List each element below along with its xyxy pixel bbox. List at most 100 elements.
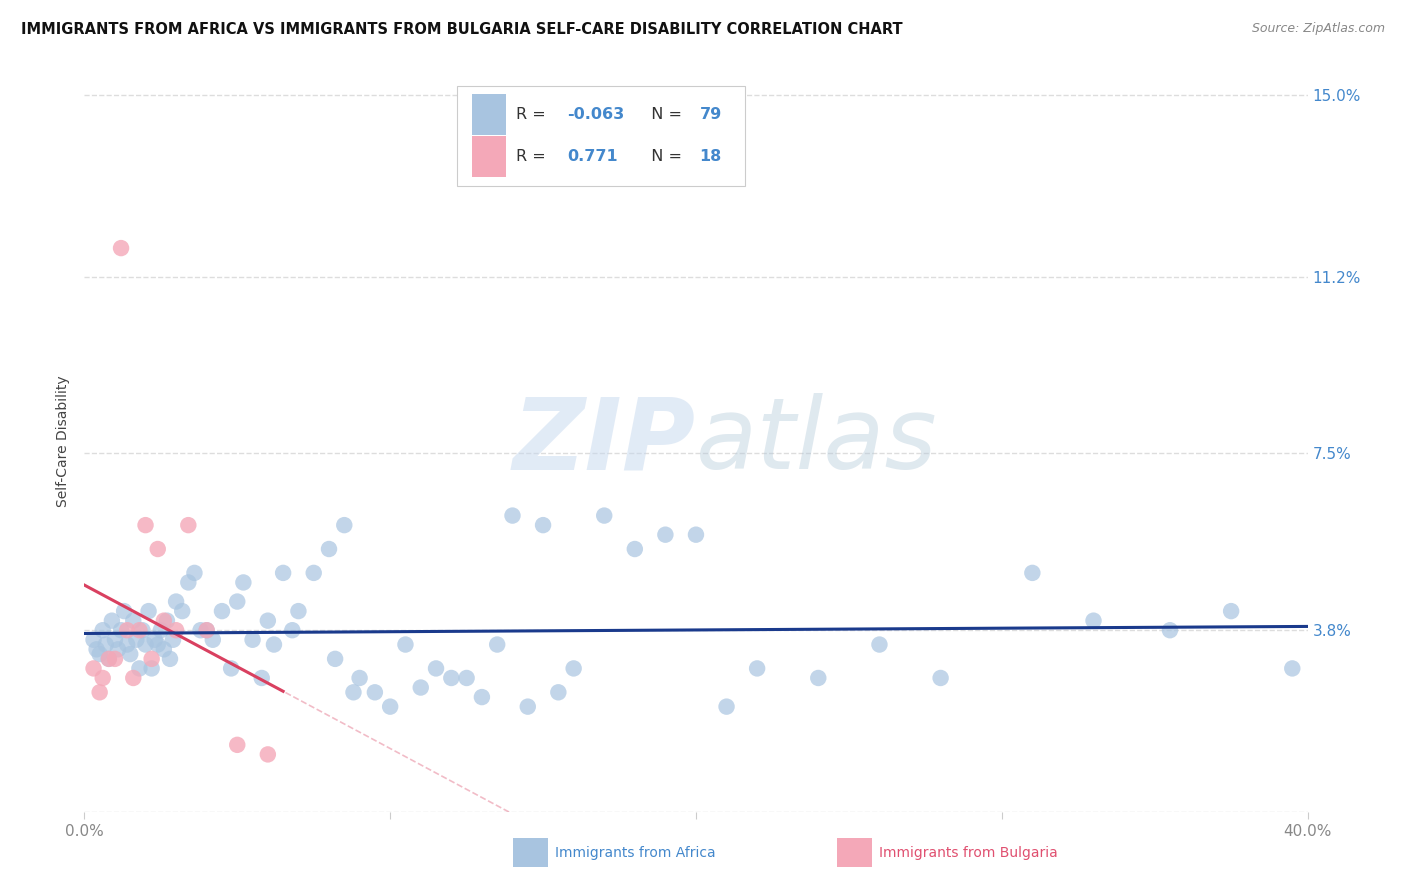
Text: 18: 18 <box>700 149 721 164</box>
Point <box>112 604 135 618</box>
Point <box>83 661 105 675</box>
Point <box>349 671 371 685</box>
Point <box>716 699 738 714</box>
Point <box>138 604 160 618</box>
Point <box>1083 614 1105 628</box>
Point <box>190 624 212 638</box>
Point <box>547 685 569 699</box>
Point <box>104 652 127 666</box>
Point <box>159 652 181 666</box>
Point <box>122 614 145 628</box>
Point <box>257 614 280 628</box>
Point <box>101 614 124 628</box>
Point <box>1021 566 1043 580</box>
Point <box>156 614 179 628</box>
Point <box>91 671 114 685</box>
Point <box>1220 604 1243 618</box>
Point <box>153 642 176 657</box>
Point <box>195 624 218 638</box>
Point <box>97 652 120 666</box>
Point <box>869 638 891 652</box>
Point <box>440 671 463 685</box>
Point <box>115 638 138 652</box>
Point <box>195 624 218 638</box>
Point <box>929 671 952 685</box>
Point <box>302 566 325 580</box>
Point <box>1159 624 1181 638</box>
Point <box>122 671 145 685</box>
Text: IMMIGRANTS FROM AFRICA VS IMMIGRANTS FROM BULGARIA SELF-CARE DISABILITY CORRELAT: IMMIGRANTS FROM AFRICA VS IMMIGRANTS FRO… <box>21 22 903 37</box>
FancyBboxPatch shape <box>472 94 506 135</box>
Point <box>516 699 538 714</box>
Point <box>131 624 153 638</box>
Text: atlas: atlas <box>696 393 938 490</box>
Point <box>128 624 150 638</box>
Point <box>149 624 172 638</box>
Bar <box>837 838 872 867</box>
Text: 79: 79 <box>700 107 721 122</box>
Point <box>128 661 150 675</box>
Point <box>242 632 264 647</box>
Point <box>624 541 647 556</box>
Point <box>146 638 169 652</box>
Point <box>153 614 176 628</box>
Point <box>271 566 294 580</box>
Point <box>165 594 187 608</box>
Point <box>177 575 200 590</box>
Point <box>146 541 169 556</box>
Point <box>425 661 447 675</box>
Point <box>125 632 148 647</box>
Point <box>165 624 187 638</box>
Point <box>226 738 249 752</box>
Point <box>1281 661 1303 675</box>
Point <box>104 632 127 647</box>
Point <box>232 575 254 590</box>
Text: N =: N = <box>641 149 688 164</box>
Point <box>287 604 309 618</box>
Point <box>97 652 120 666</box>
Point <box>394 638 416 652</box>
Point <box>257 747 280 762</box>
Point <box>135 638 157 652</box>
Text: 0.771: 0.771 <box>568 149 619 164</box>
Point <box>281 624 304 638</box>
Bar <box>513 838 548 867</box>
Point <box>531 518 554 533</box>
Point <box>250 671 273 685</box>
Point <box>502 508 524 523</box>
Point <box>135 518 157 533</box>
Text: Immigrants from Bulgaria: Immigrants from Bulgaria <box>879 846 1057 860</box>
Point <box>226 594 249 608</box>
Text: R =: R = <box>516 149 557 164</box>
Point <box>91 624 114 638</box>
Point <box>110 241 132 255</box>
Point <box>211 604 233 618</box>
FancyBboxPatch shape <box>457 87 745 186</box>
Point <box>120 647 142 661</box>
Point <box>562 661 585 675</box>
Point <box>141 661 163 675</box>
Point <box>323 652 346 666</box>
Point <box>201 632 224 647</box>
Text: R =: R = <box>516 107 551 122</box>
Point <box>162 632 184 647</box>
Text: -0.063: -0.063 <box>568 107 624 122</box>
Point <box>364 685 387 699</box>
Point <box>141 652 163 666</box>
Point <box>486 638 509 652</box>
Y-axis label: Self-Care Disability: Self-Care Disability <box>56 376 70 508</box>
Point <box>593 508 616 523</box>
Point <box>143 632 166 647</box>
Text: Source: ZipAtlas.com: Source: ZipAtlas.com <box>1251 22 1385 36</box>
Point <box>747 661 769 675</box>
Point <box>219 661 242 675</box>
Point <box>115 624 138 638</box>
Point <box>86 642 108 657</box>
Point <box>94 638 117 652</box>
Point <box>89 647 111 661</box>
Point <box>110 624 132 638</box>
Point <box>471 690 494 704</box>
Point <box>318 541 340 556</box>
Point <box>83 632 105 647</box>
Point <box>333 518 356 533</box>
